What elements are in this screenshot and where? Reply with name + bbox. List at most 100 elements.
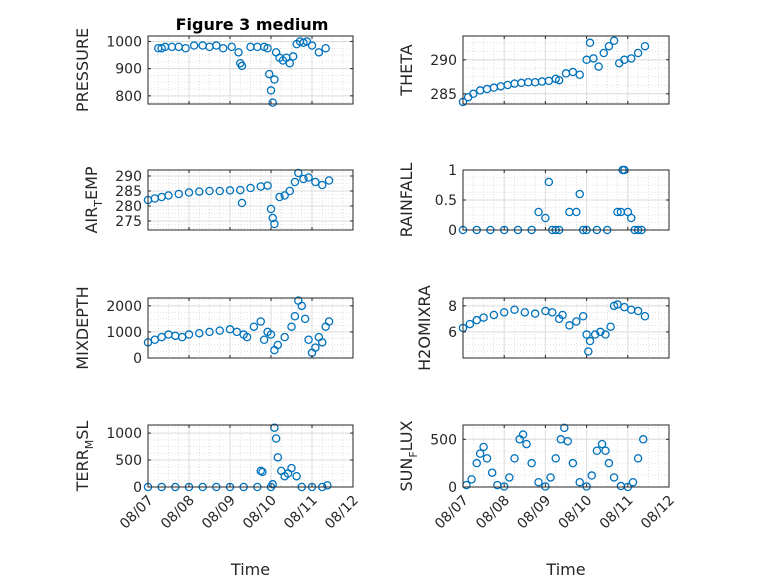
data-point <box>609 36 619 46</box>
data-point <box>626 213 636 223</box>
data-point <box>294 168 303 178</box>
axes-box <box>147 424 354 488</box>
data-point <box>181 43 190 53</box>
data-point <box>189 41 199 50</box>
data-point <box>218 43 228 53</box>
axes-box <box>462 297 670 359</box>
data-point <box>184 330 194 339</box>
subplot-terr_msl: 0 500 1000 TERRMSL <box>73 421 354 496</box>
data-point <box>604 41 614 51</box>
data-point <box>317 180 327 190</box>
y-tick-label: 285 <box>430 87 457 103</box>
y-tick-label: 1000 <box>106 34 142 50</box>
data-point <box>285 58 295 68</box>
data-point <box>575 70 584 80</box>
data-point <box>242 332 252 342</box>
y-tick-label: 280 <box>115 199 142 215</box>
data-point <box>268 480 277 489</box>
data-point <box>527 458 536 468</box>
data-point <box>487 468 497 477</box>
data-point <box>164 191 173 200</box>
data-point <box>304 335 313 344</box>
data-point <box>522 439 531 449</box>
data-point <box>280 191 289 200</box>
y-tick-label: 2000 <box>106 299 142 315</box>
y-tick-label: 1000 <box>106 325 142 341</box>
data-point <box>290 312 300 321</box>
subplot-rainfall: 0 0.5 1 RAINFALL <box>397 163 670 239</box>
data-point <box>585 38 595 48</box>
data-point <box>205 186 214 196</box>
data-point <box>268 213 277 223</box>
y-tick-label: 8 <box>448 299 457 315</box>
y-axis-label: TERRMSL <box>73 421 96 493</box>
data-point <box>613 207 622 217</box>
data-point <box>601 330 610 339</box>
data-point <box>215 326 224 335</box>
data-point <box>633 454 643 463</box>
y-tick-label: 275 <box>115 214 142 230</box>
data-point <box>304 173 313 182</box>
y-tick-label: 0.5 <box>435 193 457 209</box>
data-point <box>266 330 276 339</box>
axes-box <box>147 35 354 105</box>
data-point <box>505 473 514 482</box>
data-point <box>475 449 485 458</box>
data-point <box>482 454 492 463</box>
data-point <box>215 186 224 196</box>
data-point <box>324 317 334 326</box>
y-tick-label: 1 <box>448 163 457 179</box>
data-point <box>594 62 603 71</box>
data-point <box>489 310 499 320</box>
y-tick-label: 290 <box>115 169 142 185</box>
y-tick-label: 900 <box>115 62 142 78</box>
y-axis-label: MIXDEPTH <box>73 286 92 369</box>
data-point <box>249 322 259 331</box>
data-point <box>469 89 478 99</box>
data-point <box>256 317 265 326</box>
data-point <box>321 43 330 53</box>
data-point <box>317 338 327 347</box>
data-point <box>633 306 643 316</box>
subplot-sun_flux: 08/07 08/08 08/09 08/10 08/11 08/12 0 500 SUNFLU… <box>397 420 678 579</box>
data-point <box>311 177 320 187</box>
data-point <box>558 310 567 320</box>
data-point <box>499 308 509 317</box>
data-point <box>560 423 569 433</box>
data-point <box>520 308 530 317</box>
data-point <box>568 67 578 77</box>
data-point <box>587 471 597 480</box>
data-point <box>534 477 543 487</box>
data-point <box>510 305 519 314</box>
data-point <box>479 313 488 322</box>
data-point <box>270 219 279 229</box>
y-axis-label: H2OMIXRA <box>415 285 434 371</box>
data-point <box>323 481 332 490</box>
subplot-theta: 285 290 THETA <box>397 35 670 107</box>
data-point <box>256 466 265 476</box>
x-tick-label: 08/07 <box>117 493 157 533</box>
y-axis-label: AIRTEMP <box>82 166 105 233</box>
data-point <box>590 330 600 339</box>
data-point <box>273 340 283 350</box>
y-tick-label: 0 <box>448 223 457 239</box>
data-point <box>235 185 245 195</box>
y-tick-label: 285 <box>115 184 142 200</box>
data-point <box>266 86 276 95</box>
data-point <box>597 439 607 449</box>
data-point <box>299 174 308 184</box>
x-tick-label: 08/12 <box>638 493 678 533</box>
data-point <box>530 309 540 318</box>
y-tick-label: 290 <box>430 53 457 69</box>
x-tick-label: 08/09 <box>514 493 554 533</box>
y-tick-label: 800 <box>115 89 142 105</box>
data-point <box>596 327 605 337</box>
data-point <box>563 436 572 446</box>
data-point <box>565 321 574 330</box>
y-tick-label: 500 <box>430 432 457 448</box>
data-point <box>609 473 619 482</box>
data-point <box>287 322 296 331</box>
data-point <box>297 301 306 311</box>
data-point <box>592 446 602 456</box>
